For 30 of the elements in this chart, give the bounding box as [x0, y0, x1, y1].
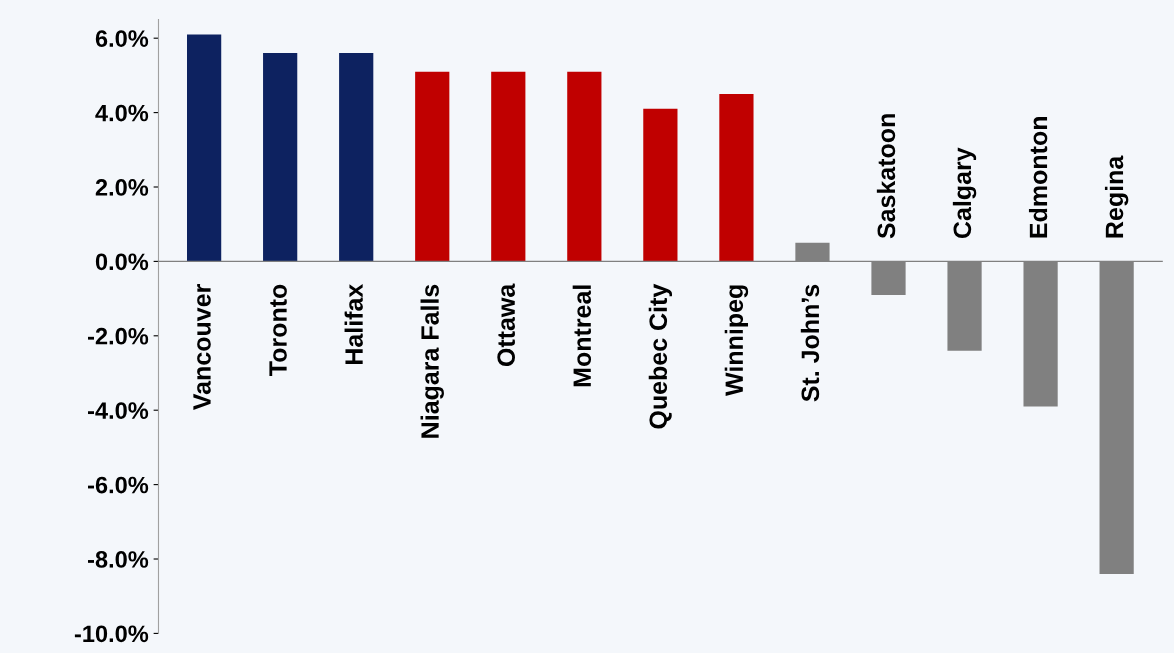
y-tick-label: 6.0% — [95, 30, 149, 47]
y-tick-label: 0.0% — [95, 253, 149, 271]
x-tick-label: Quebec City — [648, 283, 673, 429]
y-tick-label: -4.0% — [88, 402, 149, 419]
y-tick-label: 2.0% — [95, 179, 149, 196]
y-tick-label: -10.0% — [74, 625, 149, 643]
bar — [339, 53, 374, 262]
x-tick-label: Montreal — [572, 285, 592, 387]
x-tick-label: St. John’s — [800, 284, 820, 402]
bar — [491, 71, 526, 262]
x-tick-label: Vancouver — [193, 284, 211, 410]
x-tick-label: Ottawa — [497, 283, 515, 367]
y-tick-label: 4.0% — [95, 104, 149, 122]
bar — [643, 108, 678, 262]
x-tick-label: Halifax — [344, 283, 363, 365]
bar — [719, 93, 754, 262]
x-tick-label: Regina — [1104, 155, 1129, 238]
y-tick-label: -8.0% — [88, 551, 149, 568]
y-tick-label: -2.0% — [88, 327, 149, 345]
bar — [567, 71, 602, 262]
x-tick-label: Toronto — [269, 284, 287, 376]
x-tick-label: Edmonton — [1028, 117, 1048, 238]
x-tick-label: Niagara Falls — [420, 284, 444, 438]
y-tick-label: -6.0% — [88, 476, 149, 494]
x-tick-label: Calgary — [952, 147, 977, 239]
bar — [415, 71, 450, 262]
x-tick-label: Saskatoon — [876, 114, 896, 239]
x-tick-label: Winnipeg — [724, 285, 749, 396]
bar — [187, 34, 222, 262]
bar — [263, 53, 298, 262]
